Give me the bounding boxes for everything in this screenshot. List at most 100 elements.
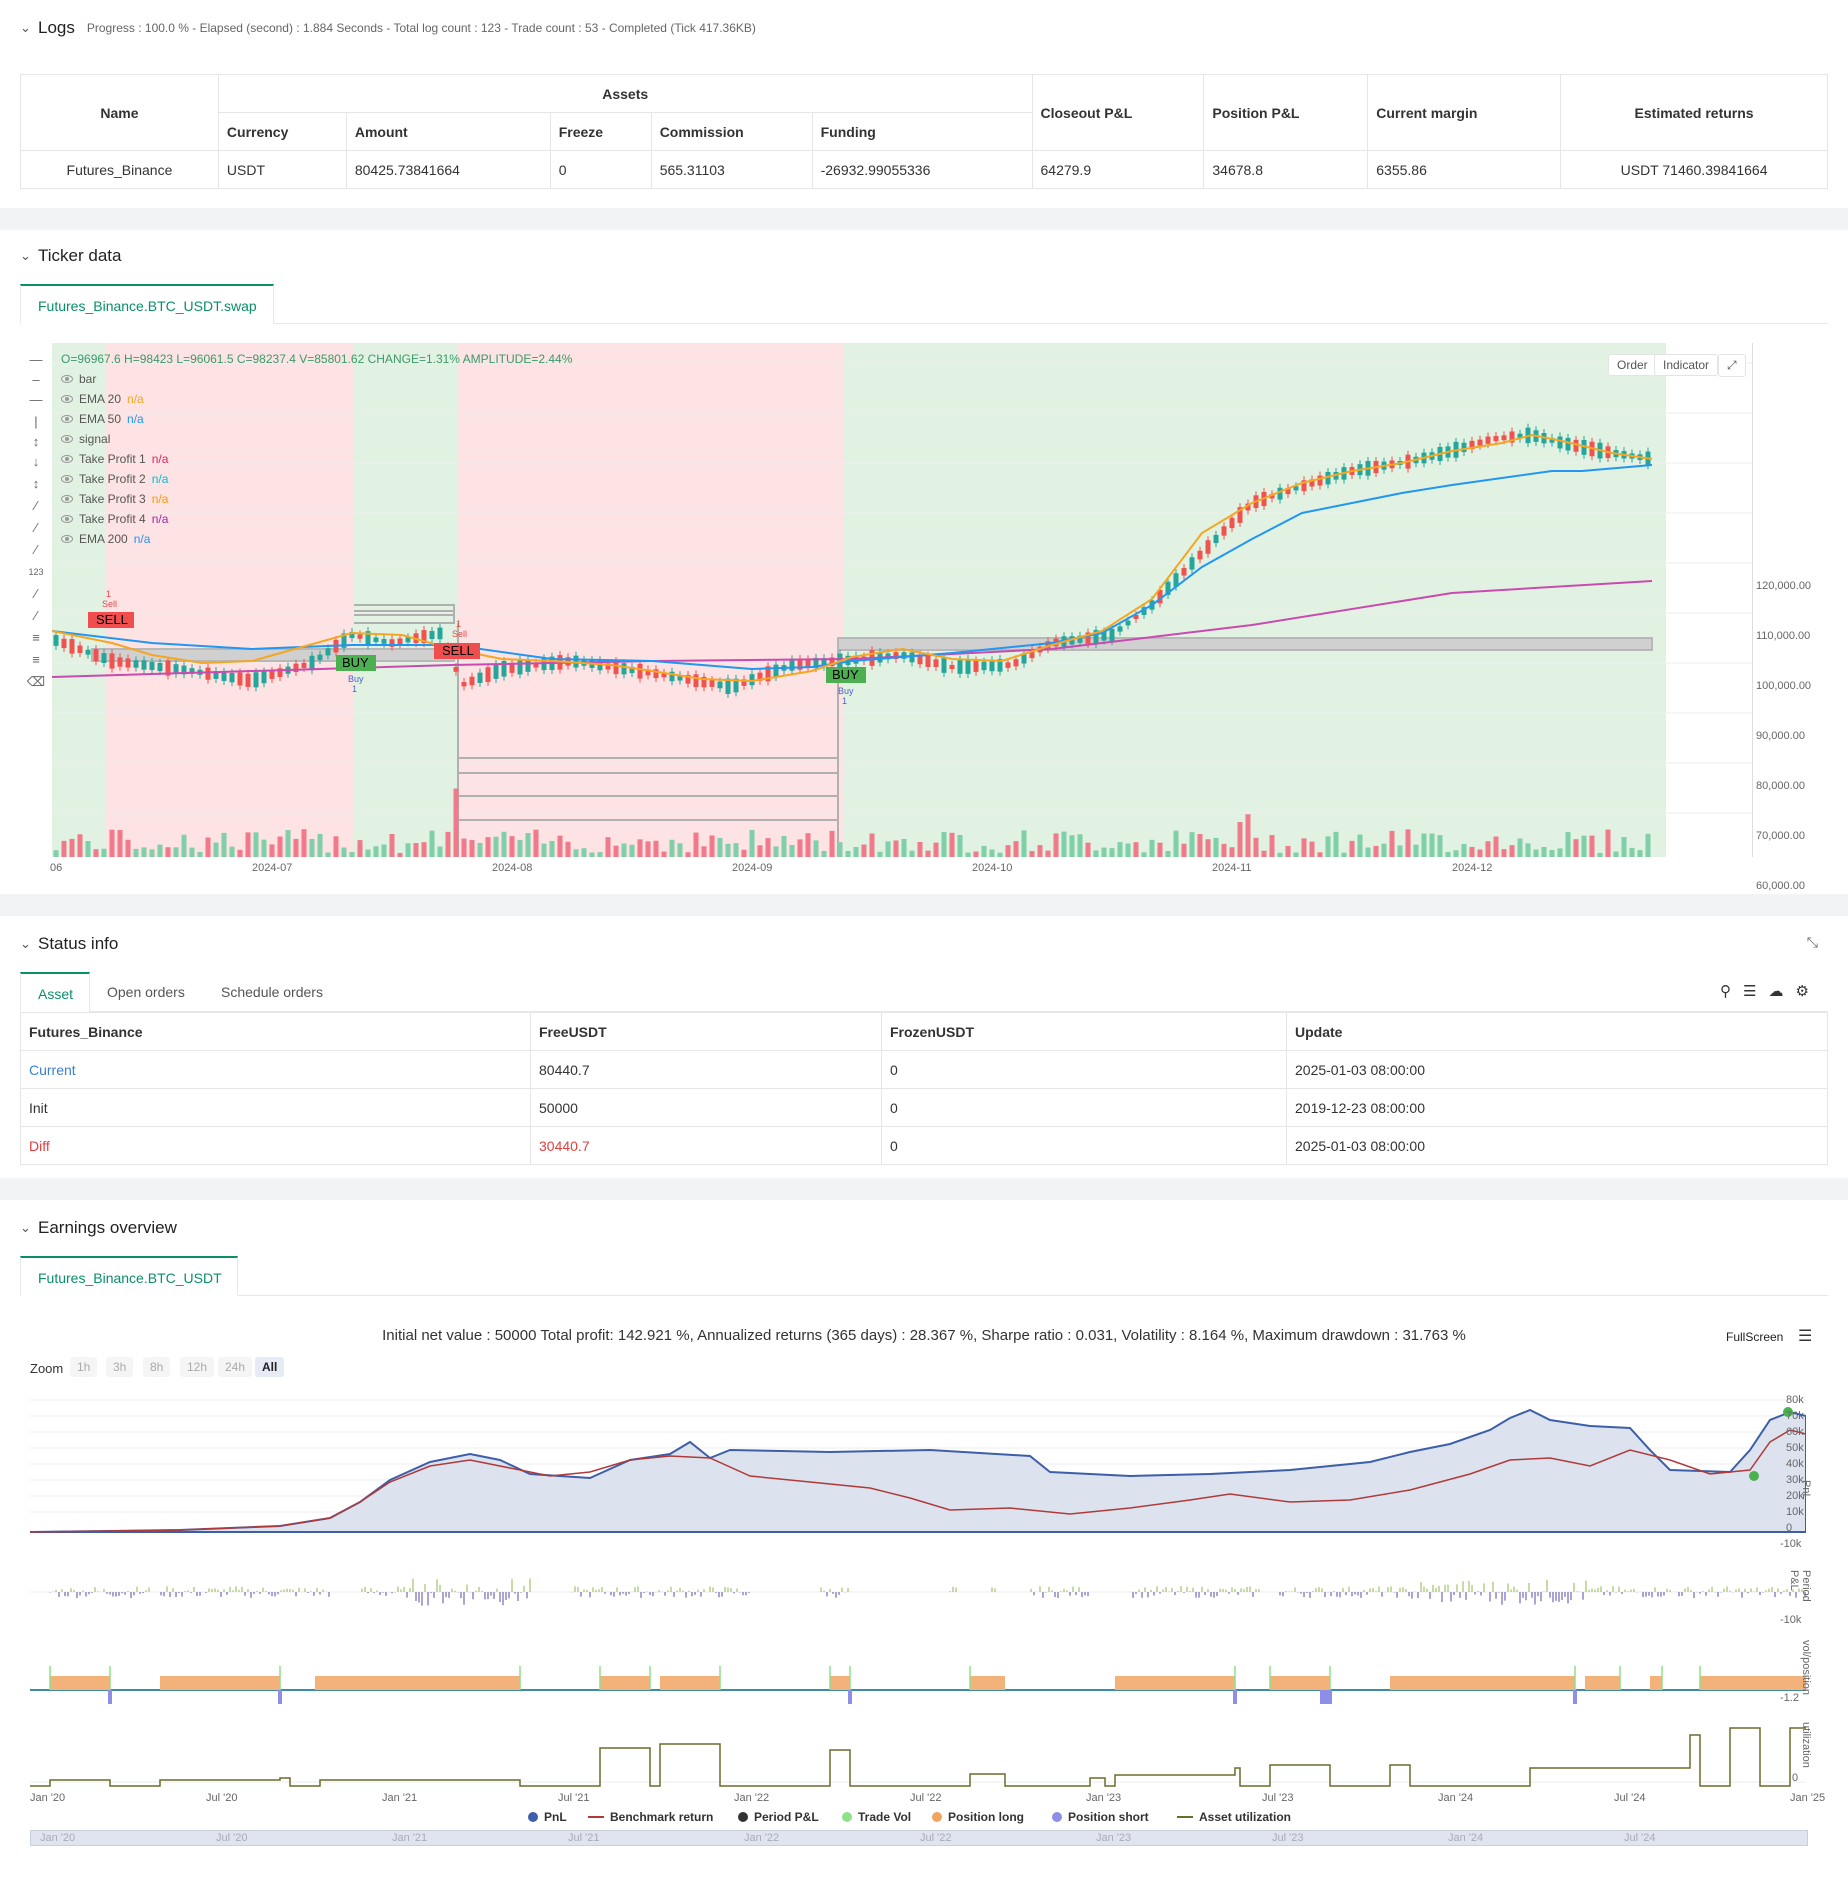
candle-body (133, 660, 139, 668)
zoom-24h[interactable]: 24h (218, 1357, 253, 1377)
zoom-1h[interactable]: 1h (70, 1357, 98, 1377)
legend-item[interactable]: Position short (1052, 1810, 1149, 1824)
zoom-12h[interactable]: 12h (180, 1357, 215, 1377)
zoom-all[interactable]: All (255, 1357, 285, 1377)
gear-icon[interactable]: ⚙ (1795, 983, 1809, 1000)
crosshair-icon[interactable]: — (29, 352, 43, 367)
volume-bar (445, 831, 451, 857)
tab-schedule-orders[interactable]: Schedule orders (221, 984, 323, 1000)
sell-signal-1 (88, 612, 134, 628)
trash-icon[interactable]: ⌫ (26, 674, 46, 689)
vertical-segment-icon[interactable]: ↕ (32, 434, 40, 449)
volume-bar (1109, 848, 1115, 857)
indicator-button[interactable]: Indicator (1654, 354, 1719, 376)
legend-item[interactable]: Period P&L (738, 1810, 819, 1824)
menu-icon[interactable]: ☰ (1798, 1328, 1813, 1345)
legend-item[interactable]: Asset utilization (1177, 1810, 1291, 1824)
candle-body (301, 662, 307, 668)
legend-item[interactable]: EMA 50 n/a (61, 412, 144, 426)
horizontal-line-icon[interactable]: – (32, 372, 40, 387)
row-label-current[interactable]: Current (20, 1050, 531, 1089)
fib-lines-icon[interactable]: ∕ (34, 608, 38, 623)
legend-item[interactable]: Take Profit 1 n/a (61, 452, 168, 466)
order-button[interactable]: Order (1608, 354, 1657, 376)
price-line-icon[interactable]: ↕ (32, 476, 40, 491)
legend-item[interactable]: Take Profit 3 n/a (61, 492, 168, 506)
chevron-down-icon[interactable]: ⌄ (20, 20, 31, 35)
status-header[interactable]: ⌄ Status info (20, 934, 118, 954)
tab-open-orders[interactable]: Open orders (107, 984, 185, 1000)
ticker-header[interactable]: ⌄ Ticker data (20, 246, 121, 266)
legend-label: Take Profit 1 (79, 452, 146, 466)
parallel-channel-icon[interactable]: ∕ (34, 586, 38, 601)
candle-body (621, 663, 627, 675)
eye-icon[interactable] (61, 395, 73, 403)
vertical-line-icon[interactable]: | (34, 414, 38, 429)
buy-signal-2 (826, 667, 866, 683)
eye-icon[interactable] (61, 375, 73, 383)
volume-bar (797, 839, 803, 857)
col-commission: Commission (650, 112, 813, 151)
earnings-chart[interactable] (30, 1390, 1806, 1820)
tab-earnings-symbol[interactable]: Futures_Binance.BTC_USDT (20, 1256, 238, 1296)
cloud-download-icon[interactable]: ☁ (1768, 983, 1784, 1000)
legend-item[interactable]: EMA 200 n/a (61, 532, 150, 546)
earnings-header[interactable]: ⌄ Earnings overview (20, 1218, 177, 1238)
eye-icon[interactable] (61, 535, 73, 543)
fib-retracement-icon[interactable]: ≡ (32, 630, 40, 645)
legend-item[interactable]: Position long (932, 1810, 1024, 1824)
legend-item[interactable]: PnL (528, 1810, 567, 1824)
candle-body (1157, 589, 1163, 604)
legend-item[interactable]: signal (61, 432, 110, 446)
legend-item[interactable]: Take Profit 4 n/a (61, 512, 168, 526)
eye-icon[interactable] (61, 515, 73, 523)
eye-icon[interactable] (61, 415, 73, 423)
measure-icon[interactable]: ≡ (32, 652, 40, 667)
volume-bar (1477, 849, 1483, 857)
logs-header[interactable]: ⌄ Logs Progress : 100.0 % - Elapsed (sec… (20, 18, 756, 38)
legend-item[interactable]: bar (61, 372, 96, 386)
tab-ticker-symbol[interactable]: Futures_Binance.BTC_USDT.swap (20, 284, 274, 324)
eye-icon[interactable] (61, 435, 73, 443)
zoom-8h[interactable]: 8h (143, 1357, 171, 1377)
chevron-down-icon[interactable]: ⌄ (20, 248, 31, 263)
collapse-icon[interactable]: ⤡ (1806, 934, 1818, 950)
trend-line-icon[interactable]: ∕ (34, 498, 38, 513)
horizontal-ray-icon[interactable]: — (29, 392, 43, 407)
candlestick-chart[interactable]: SELL Sell 1 BUY Buy 1 SELL Sell 1 BUY Bu… (52, 343, 1752, 857)
chevron-down-icon[interactable]: ⌄ (20, 1220, 31, 1235)
legend-item[interactable]: Trade Vol (842, 1810, 911, 1824)
volume-bar (1589, 835, 1595, 857)
candle-body (1573, 439, 1579, 452)
search-icon[interactable]: ⚲ (1720, 983, 1731, 1000)
candle-body (1237, 507, 1243, 523)
volume-bar (293, 838, 299, 857)
volume-bar (917, 841, 923, 857)
chevron-down-icon[interactable]: ⌄ (20, 936, 31, 951)
volume-bar (349, 852, 355, 857)
ray-icon[interactable]: ∕ (34, 520, 38, 535)
zoom-3h[interactable]: 3h (106, 1357, 134, 1377)
eye-icon[interactable] (61, 455, 73, 463)
volume-bar (1005, 845, 1011, 857)
legend-item[interactable]: EMA 20 n/a (61, 392, 144, 406)
price-label-icon[interactable]: 123 (28, 567, 44, 577)
expand-icon[interactable]: ⤢ (1718, 354, 1746, 377)
navigator-bar[interactable] (30, 1830, 1808, 1846)
eye-icon[interactable] (61, 495, 73, 503)
list-icon[interactable]: ☰ (1743, 983, 1757, 1000)
eye-icon[interactable] (61, 475, 73, 483)
candle-body (269, 671, 275, 679)
position-long-block (1700, 1676, 1806, 1690)
tab-asset[interactable]: Asset (20, 972, 90, 1012)
volume-bar (365, 849, 371, 857)
price-tick: 60,000.00 (1756, 880, 1805, 892)
legend-item[interactable]: Take Profit 2 n/a (61, 472, 168, 486)
fullscreen-button[interactable]: FullScreen (1726, 1330, 1784, 1344)
volume-bar (1045, 850, 1051, 857)
segment-icon[interactable]: ∕ (34, 542, 38, 557)
arrow-down-icon[interactable]: ↓ (32, 454, 40, 469)
volume-bar (117, 830, 123, 857)
legend-item[interactable]: Benchmark return (588, 1810, 713, 1824)
cell-freeze: 0 (549, 150, 652, 189)
